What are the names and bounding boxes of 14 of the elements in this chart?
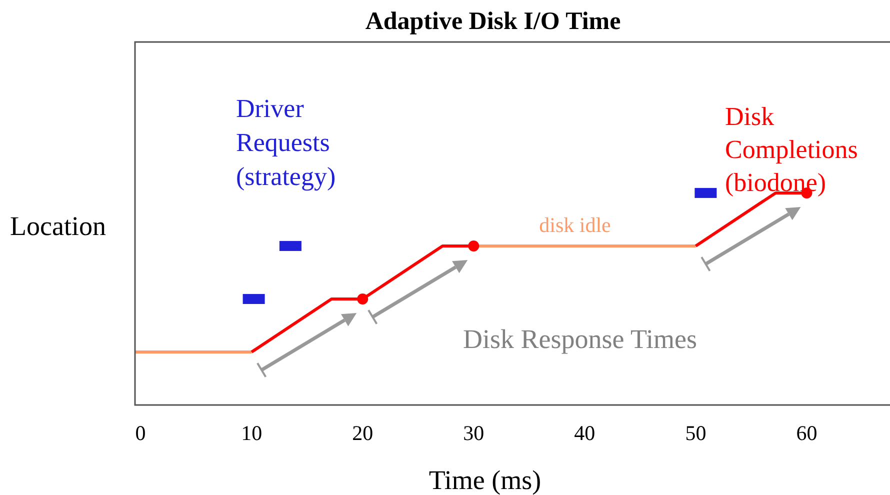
annotation: Disk Response Times <box>463 324 698 354</box>
x-axis-title: Time (ms) <box>428 465 542 495</box>
x-tick-label: 0 <box>135 420 146 445</box>
x-tick-label: 40 <box>574 420 596 445</box>
x-tick-label: 30 <box>463 420 484 445</box>
text: Driver Requests (strategy) <box>236 94 336 191</box>
y-axis-title: Location <box>10 211 106 241</box>
x-tick-label: 60 <box>796 420 818 445</box>
series-label: disk idle <box>539 213 611 237</box>
chart-title: Adaptive Disk I/O Time <box>365 8 621 35</box>
x-tick-label: 20 <box>352 420 374 445</box>
series-label: Disk Completions (biodone) <box>725 102 858 197</box>
x-tick-label: 50 <box>685 420 706 445</box>
x-tick-label: 10 <box>241 420 262 445</box>
